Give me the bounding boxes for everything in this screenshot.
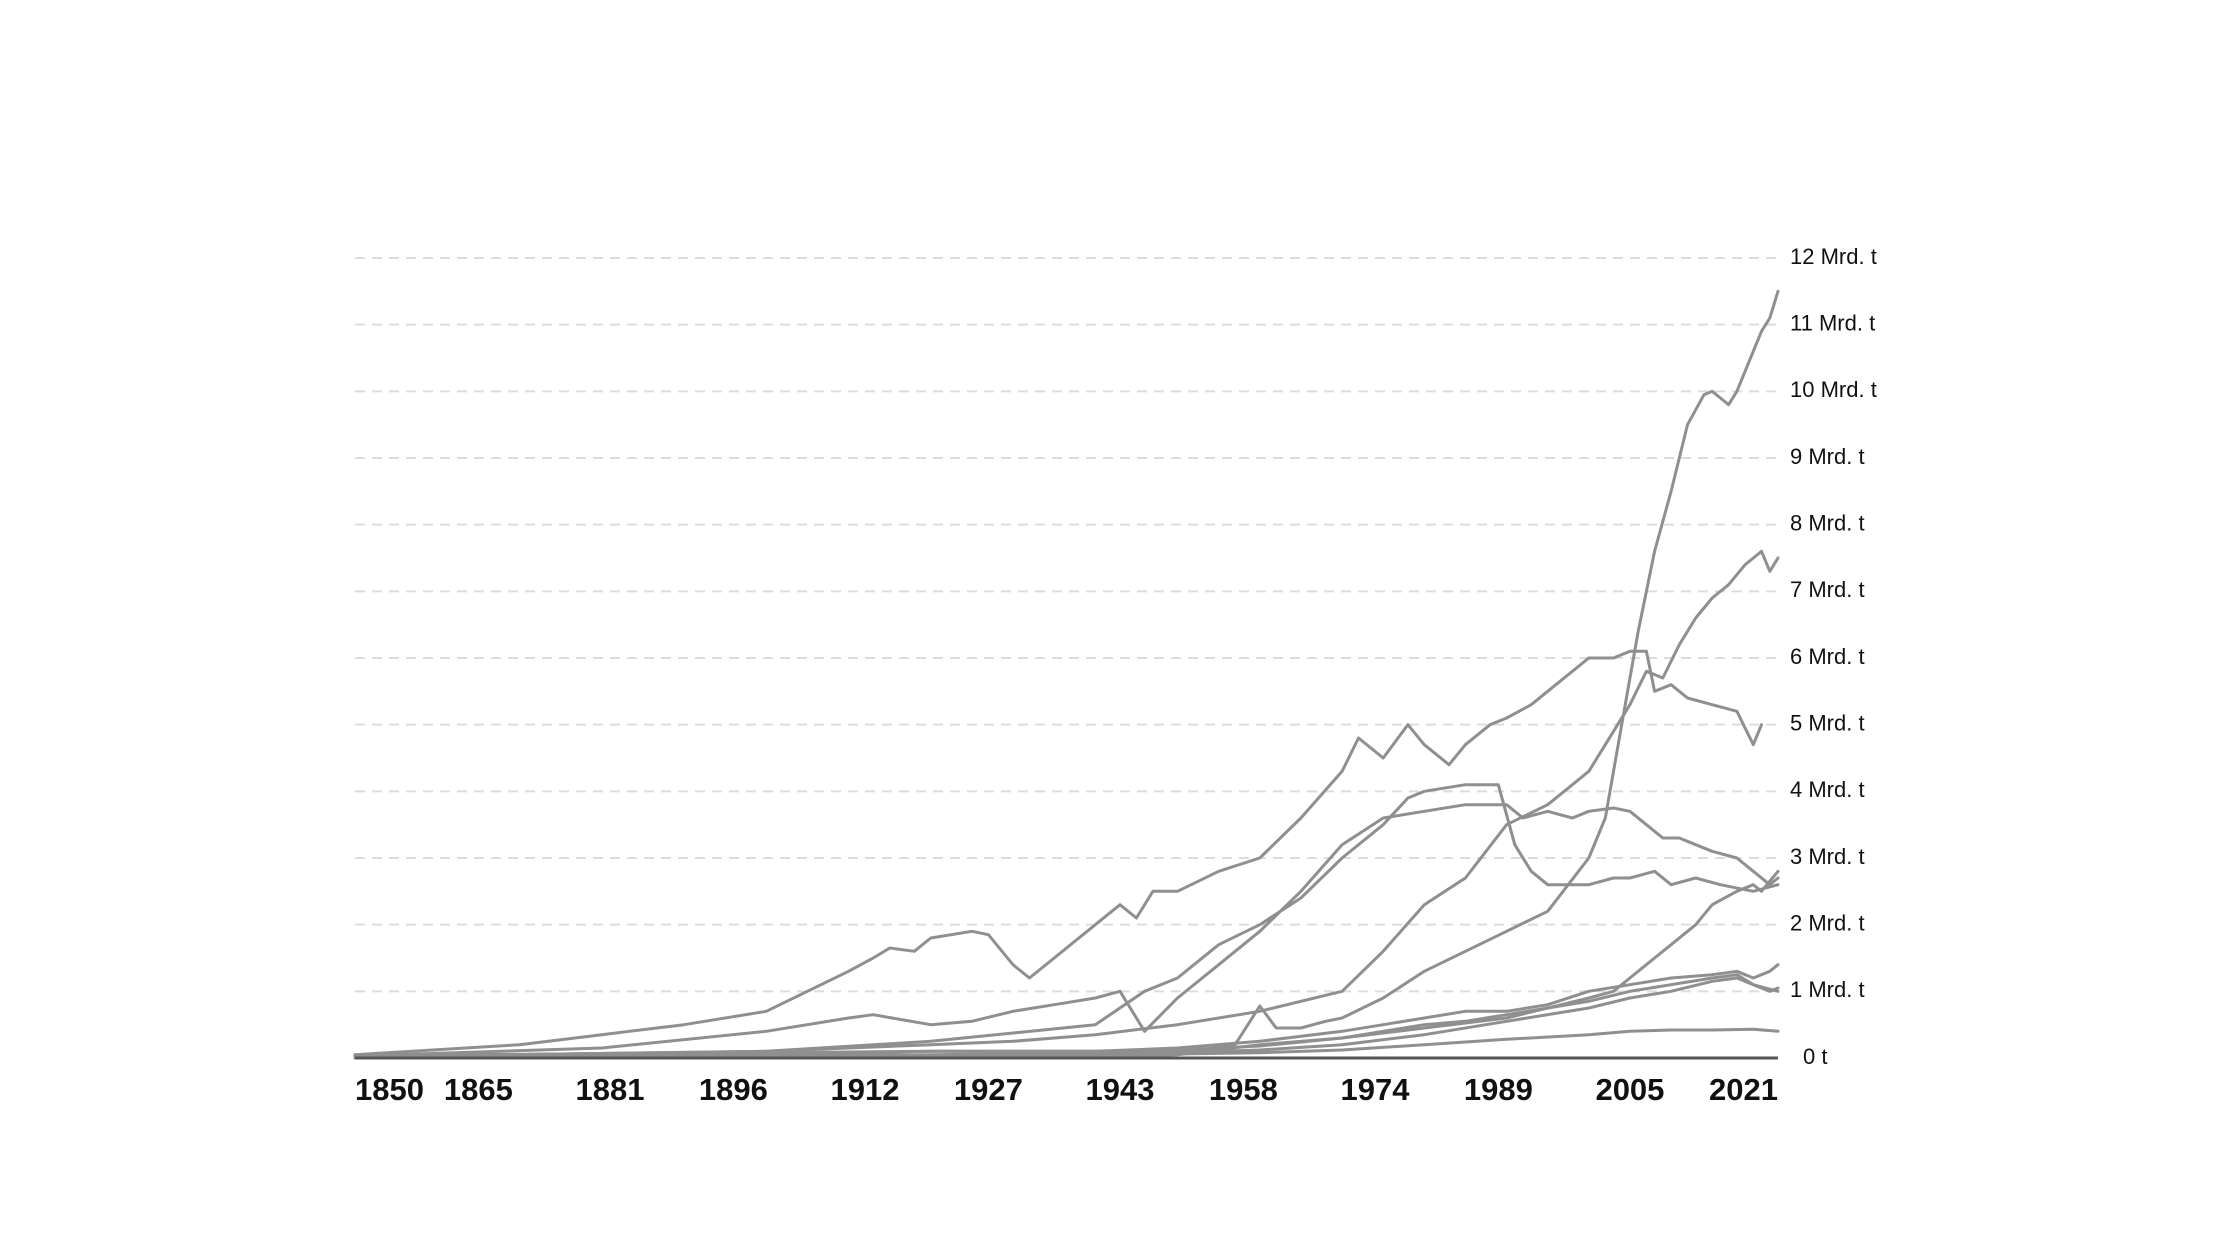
series-line-6 bbox=[353, 549, 1780, 1059]
y-tick-label: 6 Mrd. t bbox=[1790, 644, 1865, 669]
x-tick-label: 1943 bbox=[1085, 1072, 1154, 1107]
x-tick-label: 1881 bbox=[576, 1072, 645, 1107]
series-line-9 bbox=[353, 976, 1780, 1059]
x-tick-label: 2005 bbox=[1595, 1072, 1664, 1107]
y-tick-label: 7 Mrd. t bbox=[1790, 577, 1865, 602]
y-tick-label: 8 Mrd. t bbox=[1790, 510, 1865, 535]
y-tick-label: 11 Mrd. t bbox=[1790, 310, 1875, 335]
series-line-2 bbox=[353, 649, 1763, 1057]
x-tick-label: 1865 bbox=[444, 1072, 513, 1107]
y-tick-label: 0 t bbox=[1803, 1044, 1827, 1069]
y-tick-label: 1 Mrd. t bbox=[1790, 977, 1865, 1002]
x-tick-label: 1850 bbox=[355, 1072, 424, 1107]
x-tick-label: 1974 bbox=[1340, 1072, 1410, 1107]
series-line-5 bbox=[353, 803, 1780, 1058]
series-line-1 bbox=[353, 289, 1780, 1057]
x-tick-label: 1912 bbox=[830, 1072, 899, 1107]
y-tick-label: 3 Mrd. t bbox=[1790, 844, 1865, 869]
x-tick-label: 1896 bbox=[699, 1072, 768, 1107]
y-tick-label: 2 Mrd. t bbox=[1790, 910, 1865, 935]
x-tick-label: 1958 bbox=[1209, 1072, 1278, 1107]
axes: 0 t 1 Mrd. t 2 Mrd. t 3 Mrd. t 4 Mrd. t 5 Mrd… bbox=[355, 244, 1877, 1107]
y-tick-label: 5 Mrd. t bbox=[1790, 710, 1865, 735]
series-line-3 bbox=[353, 783, 1780, 1059]
series-line-4 bbox=[353, 869, 1780, 1060]
series-lines bbox=[353, 289, 1780, 1060]
y-tick-label: 9 Mrd. t bbox=[1790, 444, 1865, 469]
x-tick-label: 1989 bbox=[1464, 1072, 1533, 1107]
y-tick-label: 12 Mrd. t bbox=[1790, 244, 1877, 269]
y-tick-label: 10 Mrd. t bbox=[1790, 377, 1877, 402]
series-line-8 bbox=[353, 973, 1780, 1059]
x-tick-label: 1927 bbox=[954, 1072, 1023, 1107]
x-tick-label: 2021 bbox=[1709, 1072, 1778, 1107]
series-line-10 bbox=[353, 1027, 1780, 1059]
y-tick-label: 4 Mrd. t bbox=[1790, 777, 1865, 802]
gridlines bbox=[355, 257, 1778, 993]
